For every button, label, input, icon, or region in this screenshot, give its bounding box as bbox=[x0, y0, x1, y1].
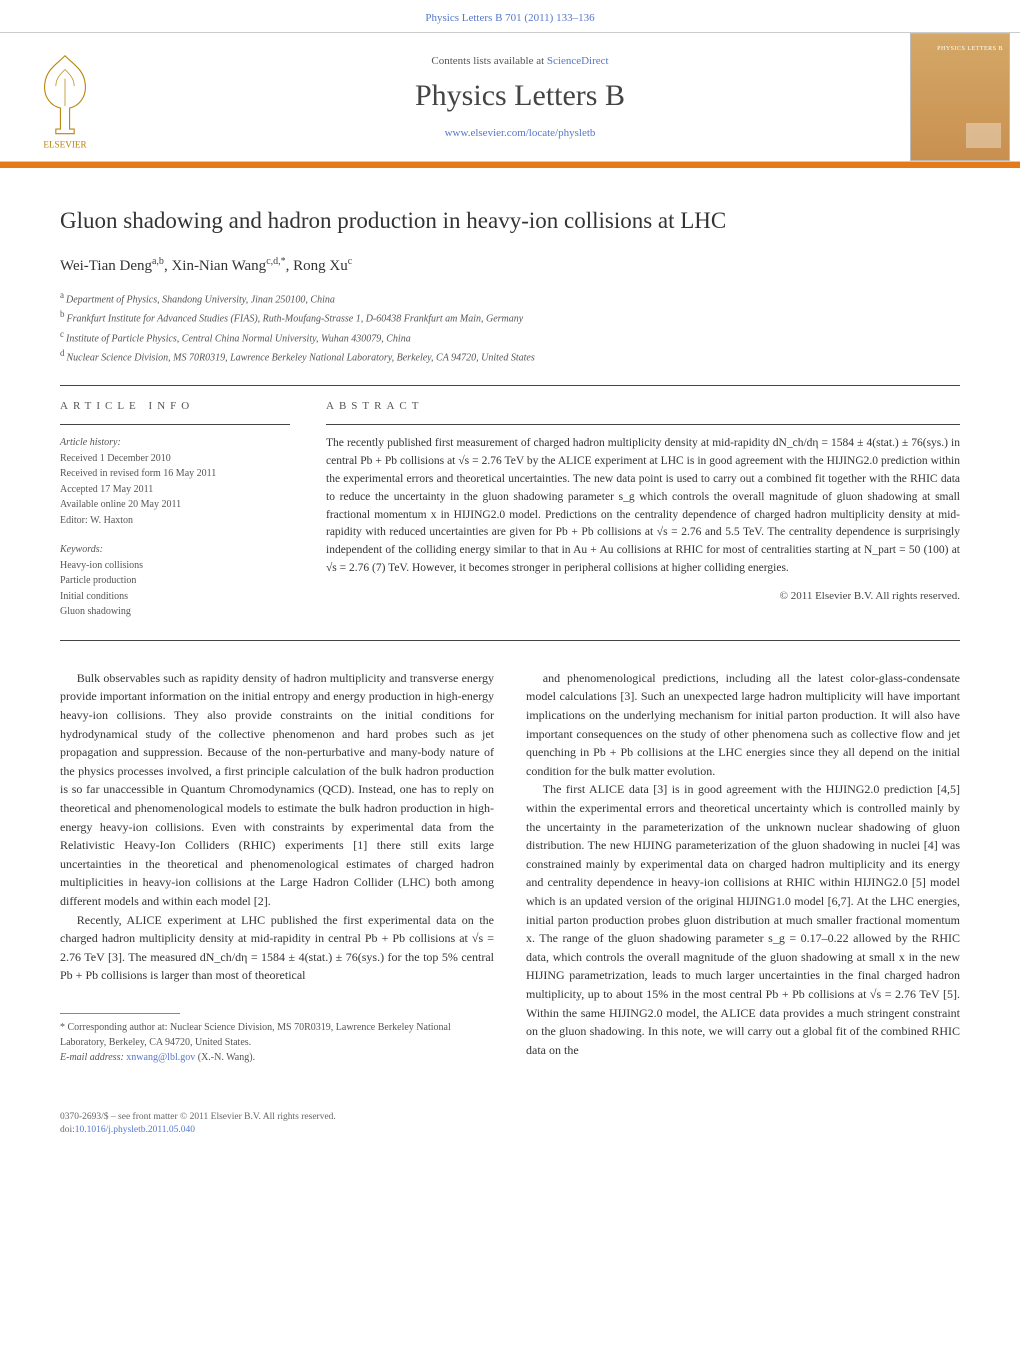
masthead: ELSEVIER Contents lists available at Sci… bbox=[0, 32, 1020, 162]
author-list: Wei-Tian Denga,b, Xin-Nian Wangc,d,*, Ro… bbox=[60, 256, 960, 275]
keywords-label: Keywords: bbox=[60, 542, 290, 558]
abstract-copyright: © 2011 Elsevier B.V. All rights reserved… bbox=[326, 590, 960, 602]
affiliation-a: aDepartment of Physics, Shandong Univers… bbox=[60, 289, 960, 307]
article-info-block: Article history: Received 1 December 201… bbox=[60, 435, 290, 620]
divider-top bbox=[60, 385, 960, 386]
sciencedirect-link[interactable]: ScienceDirect bbox=[547, 55, 609, 67]
keyword: Particle production bbox=[60, 573, 290, 589]
issn-line: 0370-2693/$ – see front matter © 2011 El… bbox=[60, 1111, 960, 1124]
footer: 0370-2693/$ – see front matter © 2011 El… bbox=[0, 1095, 1020, 1146]
body-paragraph: and phenomenological predictions, includ… bbox=[526, 669, 960, 781]
abstract-divider bbox=[326, 424, 960, 425]
body-paragraph: Recently, ALICE experiment at LHC publis… bbox=[60, 911, 494, 985]
paper-title: Gluon shadowing and hadron production in… bbox=[60, 208, 960, 234]
email-line: E-mail address: xnwang@lbl.gov (X.-N. Wa… bbox=[60, 1050, 494, 1065]
citation-link[interactable]: Physics Letters B 701 (2011) 133–136 bbox=[425, 12, 594, 24]
divider-bottom bbox=[60, 640, 960, 641]
affiliation-d: dNuclear Science Division, MS 70R0319, L… bbox=[60, 347, 960, 365]
article-content: Gluon shadowing and hadron production in… bbox=[0, 168, 1020, 1095]
abstract-text: The recently published first measurement… bbox=[326, 435, 960, 578]
body-paragraph: The first ALICE data [3] is in good agre… bbox=[526, 780, 960, 1059]
article-info-label: ARTICLE INFO bbox=[60, 400, 290, 412]
history-line: Available online 20 May 2011 bbox=[60, 497, 290, 513]
abstract-label: ABSTRACT bbox=[326, 400, 960, 412]
history-line: Editor: W. Haxton bbox=[60, 513, 290, 529]
keyword: Gluon shadowing bbox=[60, 604, 290, 620]
article-info-column: ARTICLE INFO Article history: Received 1… bbox=[60, 400, 290, 620]
body-right-column: and phenomenological predictions, includ… bbox=[526, 669, 960, 1065]
cover-decoration bbox=[966, 123, 1001, 148]
cover-label: PHYSICS LETTERS B bbox=[937, 46, 1003, 52]
doi-line: doi:10.1016/j.physletb.2011.05.040 bbox=[60, 1124, 960, 1137]
email-label: E-mail address: bbox=[60, 1052, 126, 1063]
journal-title: Physics Letters B bbox=[130, 79, 910, 113]
keyword: Initial conditions bbox=[60, 589, 290, 605]
body-columns: Bulk observables such as rapidity densit… bbox=[60, 669, 960, 1065]
info-divider bbox=[60, 424, 290, 425]
doi-link[interactable]: 10.1016/j.physletb.2011.05.040 bbox=[75, 1125, 195, 1135]
affiliation-c: cInstitute of Particle Physics, Central … bbox=[60, 328, 960, 346]
history-line: Received 1 December 2010 bbox=[60, 451, 290, 467]
footnote-rule bbox=[60, 1013, 180, 1014]
journal-homepage: www.elsevier.com/locate/physletb bbox=[130, 127, 910, 139]
elsevier-tree-icon: ELSEVIER bbox=[15, 42, 115, 152]
abstract-column: ABSTRACT The recently published first me… bbox=[326, 400, 960, 620]
contents-available: Contents lists available at ScienceDirec… bbox=[130, 55, 910, 67]
author-2: Xin-Nian Wangc,d,* bbox=[171, 258, 285, 274]
svg-text:ELSEVIER: ELSEVIER bbox=[43, 139, 87, 149]
email-who: (X.-N. Wang). bbox=[195, 1052, 255, 1063]
citation-header: Physics Letters B 701 (2011) 133–136 bbox=[0, 0, 1020, 32]
author-1: Wei-Tian Denga,b bbox=[60, 258, 164, 274]
body-paragraph: Bulk observables such as rapidity densit… bbox=[60, 669, 494, 911]
corresponding-author-note: * Corresponding author at: Nuclear Scien… bbox=[60, 1020, 494, 1050]
footnotes: * Corresponding author at: Nuclear Scien… bbox=[60, 1020, 494, 1065]
masthead-center: Contents lists available at ScienceDirec… bbox=[130, 47, 910, 147]
body-left-column: Bulk observables such as rapidity densit… bbox=[60, 669, 494, 1065]
elsevier-logo: ELSEVIER bbox=[0, 32, 130, 162]
history-label: Article history: bbox=[60, 435, 290, 451]
doi-label: doi: bbox=[60, 1125, 75, 1135]
history-line: Received in revised form 16 May 2011 bbox=[60, 466, 290, 482]
history-line: Accepted 17 May 2011 bbox=[60, 482, 290, 498]
keyword: Heavy-ion collisions bbox=[60, 558, 290, 574]
affiliations: aDepartment of Physics, Shandong Univers… bbox=[60, 289, 960, 365]
info-abstract-row: ARTICLE INFO Article history: Received 1… bbox=[60, 400, 960, 620]
journal-url-link[interactable]: www.elsevier.com/locate/physletb bbox=[445, 127, 596, 139]
contents-text: Contents lists available at bbox=[431, 55, 546, 67]
email-link[interactable]: xnwang@lbl.gov bbox=[126, 1052, 195, 1063]
journal-cover-thumbnail: PHYSICS LETTERS B bbox=[910, 33, 1010, 161]
author-3: Rong Xuc bbox=[293, 258, 352, 274]
affiliation-b: bFrankfurt Institute for Advanced Studie… bbox=[60, 308, 960, 326]
